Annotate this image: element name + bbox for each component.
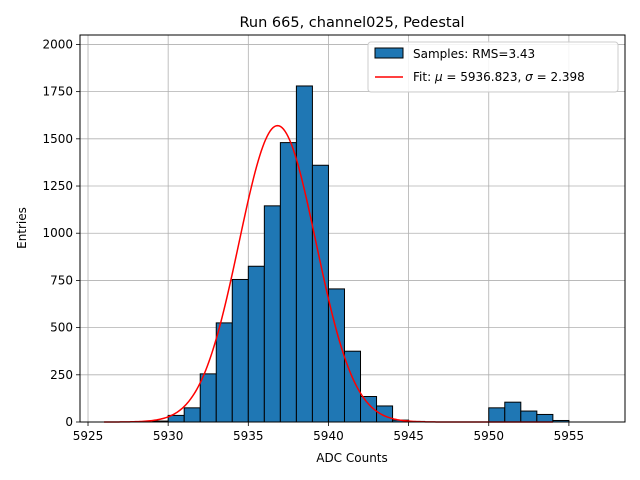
y-tick-label: 2000 <box>42 37 73 51</box>
legend-swatch-samples <box>374 47 404 59</box>
chart-title: Run 665, channel025, Pedestal <box>239 15 464 31</box>
y-tick-label: 750 <box>50 273 73 287</box>
y-tick-label: 500 <box>50 321 73 335</box>
y-axis-label: Entries <box>15 207 29 249</box>
y-tick-label: 1250 <box>42 179 73 193</box>
legend-label-fit: Fit: μ = 5936.823, σ = 2.398 <box>413 70 585 84</box>
x-tick-label: 5945 <box>393 429 424 443</box>
legend-box <box>367 41 619 93</box>
legend-label-samples: Samples: RMS=3.43 <box>413 47 535 61</box>
x-axis-label: ADC Counts <box>316 451 388 465</box>
y-tick-label: 1750 <box>42 85 73 99</box>
histogram-bar <box>231 278 249 423</box>
x-tick-label: 5925 <box>73 429 104 443</box>
x-tick-label: 5930 <box>153 429 184 443</box>
histogram-bar <box>183 407 201 423</box>
histogram-bar <box>279 142 297 423</box>
x-tick-label: 5955 <box>554 429 585 443</box>
histogram-bar <box>263 205 281 423</box>
plot-area-frame <box>79 34 626 423</box>
legend: Samples: RMS=3.43 Fit: μ = 5936.823, σ =… <box>367 41 619 93</box>
histogram-bars <box>151 85 570 423</box>
histogram-bar <box>199 373 217 423</box>
histogram-bar <box>488 407 506 423</box>
histogram-bar <box>504 401 522 423</box>
y-tick-label: 1000 <box>42 226 73 240</box>
x-tick-label: 5935 <box>233 429 264 443</box>
x-tick-label: 5950 <box>473 429 504 443</box>
histogram-bar <box>247 265 265 423</box>
histogram-bar <box>536 413 554 423</box>
y-axis-ticks: 0 250 500 750 1000 1250 1500 1750 2000 <box>42 37 80 429</box>
y-tick-label: 250 <box>50 368 73 382</box>
y-tick-label: 0 <box>65 415 73 429</box>
y-tick-label: 1500 <box>42 132 73 146</box>
histogram-bar <box>520 410 538 423</box>
histogram-bar <box>311 164 329 423</box>
histogram-bar <box>376 405 394 423</box>
histogram-bar <box>215 322 233 423</box>
x-tick-label: 5940 <box>313 429 344 443</box>
x-axis-ticks: 5925 5930 5935 5940 5945 5950 5955 <box>73 422 584 443</box>
histogram-bar <box>295 85 313 423</box>
